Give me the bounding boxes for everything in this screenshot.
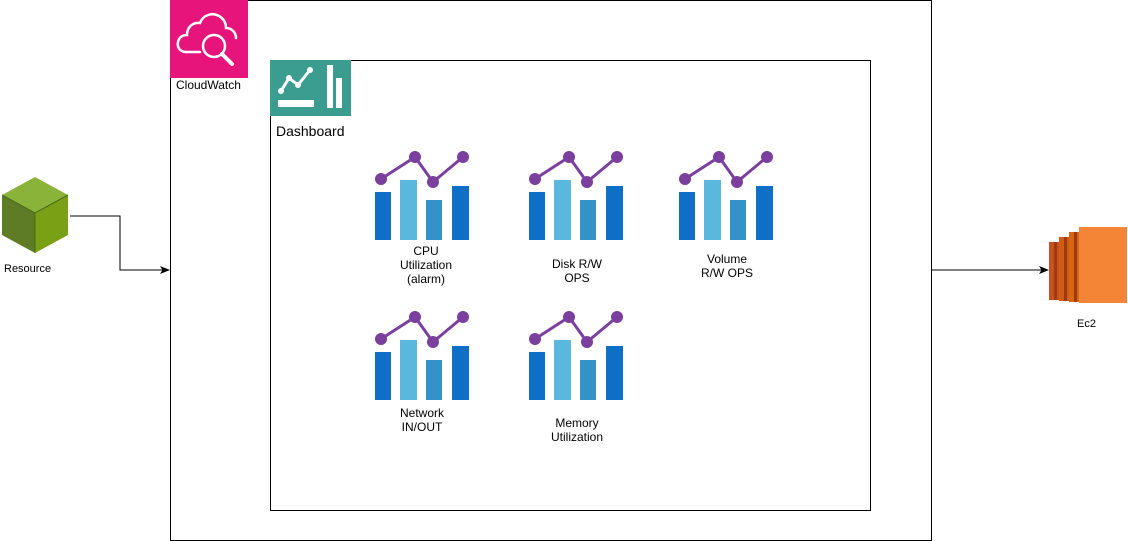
network-in-out-chart-icon — [375, 311, 469, 400]
volume-rw-ops-label: Volume R/W OPS — [700, 252, 753, 280]
resource-to-cloudwatch-arrow — [70, 215, 170, 274]
network-in-out-label: Network IN/OUT — [399, 406, 444, 434]
dashboard-icon — [270, 60, 351, 116]
volume-rw-ops-chart-icon — [679, 151, 773, 240]
disk-rw-ops-chart-icon — [529, 151, 623, 240]
disk-rw-ops-label: Disk R/W OPS — [552, 257, 602, 285]
ec2-instance-icon — [1049, 227, 1127, 303]
dashboard-container — [270, 60, 871, 511]
resource-cube-icon — [1, 177, 69, 253]
ec2-label: Ec2 — [1077, 318, 1096, 330]
cpu-utilization-label: CPU Utilization (alarm) — [399, 244, 453, 286]
cloudwatch-icon — [170, 0, 248, 78]
memory-utilization-chart-icon — [529, 311, 623, 400]
cpu-utilization-chart-icon — [375, 151, 469, 240]
resource-label: Resource — [4, 263, 52, 275]
dashboard-label: Dashboard — [276, 123, 345, 139]
memory-utilization-label: Memory Utilization — [550, 416, 604, 444]
cloudwatch-label: CloudWatch — [176, 78, 241, 92]
